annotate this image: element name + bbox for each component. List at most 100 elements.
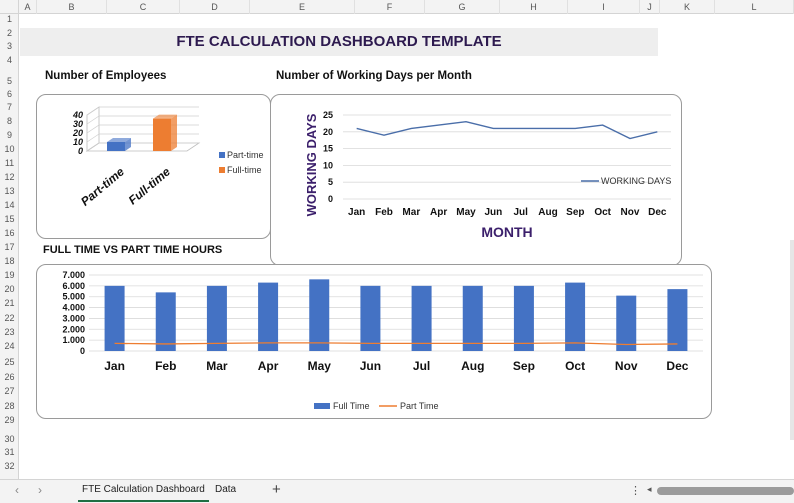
working-days-section-label: Number of Working Days per Month [276, 70, 472, 82]
hours-legend-part-time-label: Part Time [400, 401, 439, 411]
column-header-c[interactable]: C [107, 0, 180, 14]
row-header-20[interactable]: 20 [4, 284, 15, 294]
add-sheet-icon[interactable]: + [272, 481, 281, 498]
row-header-19[interactable]: 19 [4, 270, 15, 280]
row-header-11[interactable]: 11 [4, 158, 15, 168]
working-days-y-tick: 25 [323, 110, 333, 120]
column-header-e[interactable]: E [250, 0, 355, 14]
working-days-x-tick: Dec [648, 207, 667, 218]
working-days-line [356, 121, 658, 140]
row-header-13[interactable]: 13 [4, 186, 15, 196]
row-header-10[interactable]: 10 [4, 144, 15, 154]
vertical-scrollbar[interactable] [790, 240, 794, 440]
employees-bar-side [171, 114, 177, 151]
working-days-x-tick: Nov [621, 207, 640, 218]
more-options-icon[interactable]: ⋮ [630, 485, 641, 497]
tab-fte-calculation-dashboard[interactable]: FTE Calculation Dashboard [78, 480, 209, 502]
row-header-22[interactable]: 22 [4, 313, 15, 323]
hours-bar-jun [360, 285, 381, 351]
tab-data[interactable]: Data [215, 484, 237, 495]
employees-bar-side [125, 138, 131, 151]
row-header-3[interactable]: 3 [6, 41, 12, 51]
row-header-21[interactable]: 21 [4, 298, 15, 308]
sheet-tab-bar: ‹ › FTE Calculation Dashboard Data + ⋮ ◂ [0, 479, 794, 503]
working-days-y-axis-title: WORKING DAYS [304, 113, 319, 216]
hours-bar-nov [616, 295, 637, 351]
row-header-2[interactable]: 2 [6, 28, 12, 38]
employees-legend-label: Part-time [227, 150, 264, 160]
row-header-31[interactable]: 31 [4, 447, 15, 457]
row-header-14[interactable]: 14 [4, 200, 15, 210]
hours-x-tick: Jan [104, 359, 125, 373]
row-header-8[interactable]: 8 [6, 116, 12, 126]
row-header-4[interactable]: 4 [6, 55, 12, 65]
row-header-bar: 1 2 3 4 5 6 7 8 9 10 11 12 13 14 15 16 17 18 19 20 21 22 23 24 2… [0, 14, 19, 479]
employees-bar-full-time [153, 118, 171, 151]
hours-y-tick: 0 [80, 346, 85, 356]
column-header-h[interactable]: H [500, 0, 568, 14]
horizontal-scrollbar[interactable]: ◂ [647, 484, 794, 495]
employees-x-label: Part-time [78, 164, 127, 208]
working-days-x-tick: Aug [538, 207, 557, 218]
scroll-left-icon[interactable]: ◂ [647, 484, 652, 494]
working-days-chart-panel[interactable]: 25 20 15 10 5 0 Jan Feb Mar Apr May Jun Jul Aug Sep Oct… [270, 94, 682, 266]
employees-y-tick: 0 [78, 146, 83, 156]
hours-y-tick: 1.000 [62, 335, 85, 345]
select-all-corner[interactable] [0, 0, 19, 14]
column-header-b[interactable]: B [37, 0, 107, 14]
row-header-26[interactable]: 26 [4, 372, 15, 382]
employees-floor [85, 142, 201, 152]
column-header-i[interactable]: I [568, 0, 640, 14]
row-header-23[interactable]: 23 [4, 327, 15, 337]
row-header-1[interactable]: 1 [6, 14, 12, 24]
row-header-25[interactable]: 25 [4, 357, 15, 367]
hours-part-time-line [114, 342, 678, 346]
row-header-30[interactable]: 30 [4, 434, 15, 444]
column-header-g[interactable]: G [425, 0, 500, 14]
column-header-d[interactable]: D [180, 0, 250, 14]
working-days-y-tick: 20 [323, 127, 333, 137]
column-header-j[interactable]: J [640, 0, 660, 14]
hours-chart-panel[interactable]: 7.000 6.000 5.000 4.000 3.000 2.000 1.000 0 Jan F… [36, 264, 712, 419]
hours-bar-jan [104, 285, 125, 351]
row-header-24[interactable]: 24 [4, 341, 15, 351]
employees-y-tick: 10 [73, 137, 83, 147]
row-header-5[interactable]: 5 [6, 76, 12, 86]
hours-x-tick: May [308, 359, 332, 373]
row-header-15[interactable]: 15 [4, 214, 15, 224]
hours-x-tick: Jun [360, 359, 381, 373]
employees-y-tick: 40 [72, 110, 83, 120]
row-header-16[interactable]: 16 [4, 228, 15, 238]
column-header-f[interactable]: F [355, 0, 425, 14]
row-header-27[interactable]: 27 [4, 386, 15, 396]
row-header-12[interactable]: 12 [4, 172, 15, 182]
hours-y-tick: 7.000 [62, 270, 85, 280]
next-sheet-icon[interactable]: › [38, 483, 42, 497]
hours-x-tick: Aug [461, 359, 484, 373]
working-days-x-tick: Jul [513, 207, 528, 218]
prev-sheet-icon[interactable]: ‹ [15, 483, 19, 497]
employees-chart-panel[interactable]: 40 30 20 10 0 Part-time Full-time Part-time Full… [36, 94, 271, 239]
row-header-7[interactable]: 7 [6, 102, 12, 112]
hours-y-tick: 5.000 [62, 292, 85, 302]
row-header-6[interactable]: 6 [6, 89, 12, 99]
row-header-9[interactable]: 9 [6, 130, 12, 140]
working-days-x-tick: Apr [430, 207, 447, 218]
row-header-29[interactable]: 29 [4, 415, 15, 425]
column-header-k[interactable]: K [660, 0, 715, 14]
row-header-32[interactable]: 32 [4, 461, 15, 471]
employees-y-tick: 20 [72, 128, 83, 138]
hours-bar-mar [206, 285, 227, 351]
hours-bar-apr [258, 282, 279, 351]
column-header-a[interactable]: A [19, 0, 37, 14]
employees-gridline [86, 106, 100, 116]
hours-bar-feb [155, 292, 176, 351]
row-header-18[interactable]: 18 [4, 256, 15, 266]
employees-bar-top [107, 138, 131, 142]
row-header-17[interactable]: 17 [4, 242, 15, 252]
column-header-l[interactable]: L [715, 0, 794, 14]
hours-y-tick: 4.000 [62, 303, 85, 313]
row-header-28[interactable]: 28 [4, 401, 15, 411]
horizontal-scroll-thumb[interactable] [657, 487, 794, 495]
working-days-x-tick: Jun [484, 207, 502, 218]
